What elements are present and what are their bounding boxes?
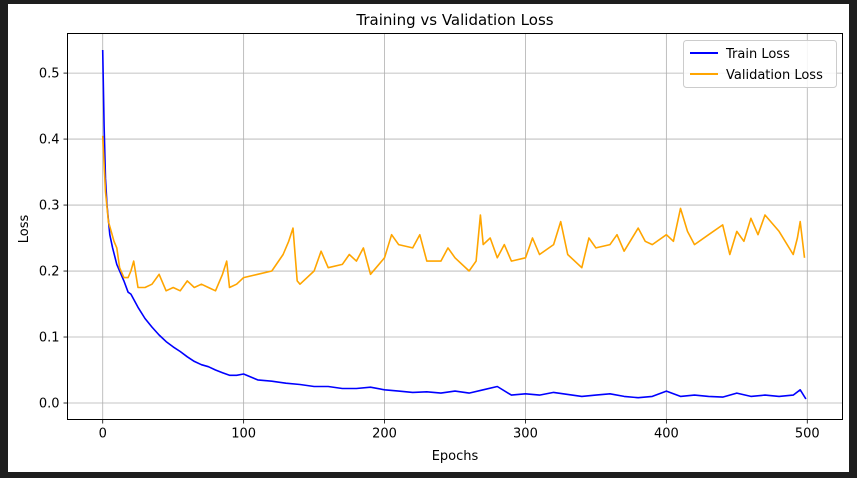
chart-figure: 0 100 200 300 400 500 0.0 0.1 0.2 0.3 0.4 0.5 Trai…	[8, 4, 849, 472]
x-tick-label: 500	[795, 427, 820, 442]
legend: Train Loss Validation Loss	[683, 40, 837, 88]
plot-area	[67, 33, 843, 420]
y-tick-label: 0.3	[39, 199, 60, 214]
x-tick-label: 100	[231, 427, 256, 442]
grid	[67, 33, 843, 420]
train-loss-line	[101, 49, 807, 400]
legend-label-train: Train Loss	[725, 47, 790, 62]
y-tick-label: 0.1	[39, 331, 60, 346]
x-axis-label: Epochs	[432, 449, 479, 464]
x-axis-ticks: 0 100 200 300 400 500	[99, 419, 820, 442]
validation-loss-line	[101, 135, 806, 292]
x-tick-label: 0	[99, 427, 107, 442]
x-tick-label: 200	[372, 427, 397, 442]
legend-label-validation: Validation Loss	[726, 68, 823, 83]
y-axis-ticks: 0.0 0.1 0.2 0.3 0.4 0.5	[39, 67, 68, 412]
legend-box	[683, 40, 837, 88]
chart-title: Training vs Validation Loss	[355, 11, 553, 29]
y-tick-label: 0.4	[39, 133, 60, 148]
loss-chart: 0 100 200 300 400 500 0.0 0.1 0.2 0.3 0.4 0.5 Trai…	[17, 11, 843, 464]
plot-frame	[67, 33, 843, 420]
y-axis-label: Loss	[17, 215, 32, 244]
y-tick-label: 0.2	[39, 265, 60, 280]
y-tick-label: 0.0	[39, 397, 60, 412]
x-tick-label: 400	[654, 427, 679, 442]
series-lines	[101, 49, 807, 400]
x-tick-label: 300	[513, 427, 538, 442]
y-tick-label: 0.5	[39, 67, 60, 82]
